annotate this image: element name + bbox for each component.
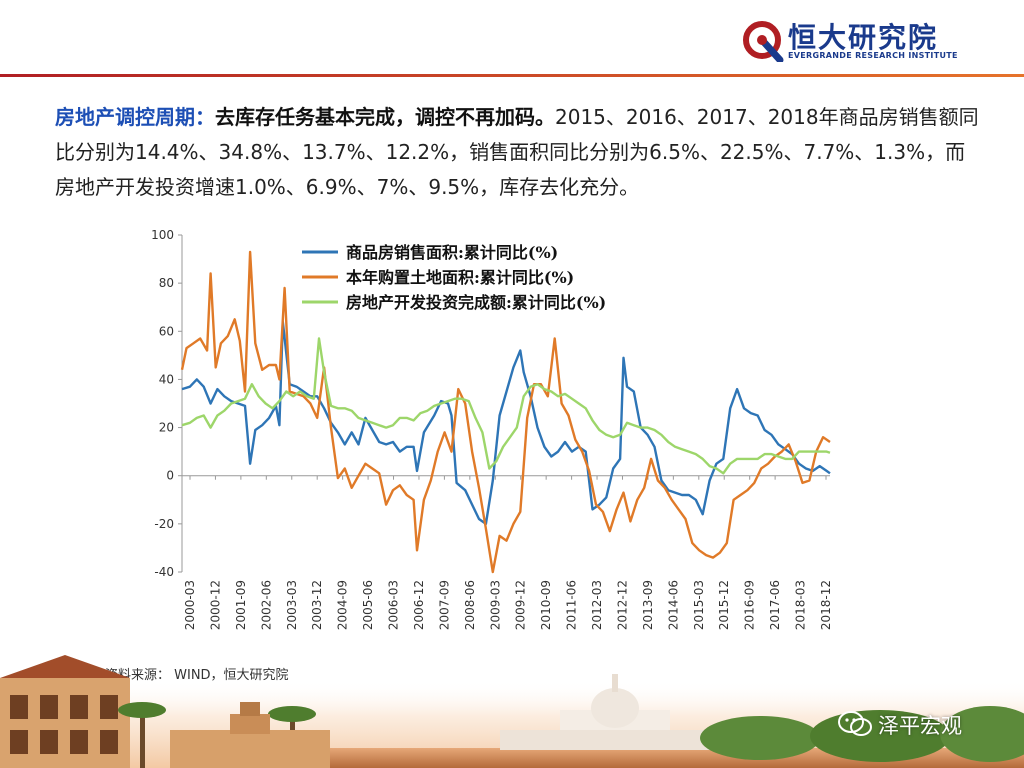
summary-paragraph: 房地产调控周期：去库存任务基本完成，调控不再加码。2015、2016、2017、… <box>55 100 985 205</box>
legend-label-0: 商品房销售面积:累计同比(%) <box>346 243 558 262</box>
paragraph-highlight: 房地产调控周期： <box>55 105 215 129</box>
header: 恒大研究院 EVERGRANDE RESEARCH INSTITUTE <box>0 0 1024 77</box>
x-tick-label: 2000-12 <box>208 580 222 630</box>
line-chart: -40 -20 0 20 40 60 80 100 2000-03 2000-12 2001-09 2… <box>151 228 833 630</box>
x-tick-label: 2016-09 <box>743 580 757 630</box>
x-tick-label: 2011-06 <box>565 580 579 630</box>
x-tick-label: 2001-09 <box>234 580 248 630</box>
x-tick-label: 2007-09 <box>437 580 451 630</box>
x-tick-label: 2006-03 <box>387 580 401 630</box>
legend-label-2: 房地产开发投资完成额:累计同比(%) <box>346 293 606 312</box>
x-tick-label: 2003-12 <box>310 580 324 630</box>
x-tick-label: 2005-06 <box>361 580 375 630</box>
chart-legend: 商品房销售面积:累计同比(%) 本年购置土地面积:累计同比(%) 房地产开发投资完成… <box>302 243 606 312</box>
y-tick-label: 100 <box>151 228 174 242</box>
paragraph-bold: 去库存任务基本完成，调控不再加码。 <box>215 105 555 129</box>
legend-label-1: 本年购置土地面积:累计同比(%) <box>346 268 574 287</box>
source-note: 资料来源： WIND，恒大研究院 <box>105 668 289 683</box>
series-line-2 <box>181 337 831 475</box>
paragraph-text: 2015、2016、2017、2018年商品房销售额同比分别为14.4%、34.… <box>55 105 979 199</box>
x-tick-label: 2000-03 <box>183 580 197 630</box>
x-tick-label: 2017-06 <box>768 580 782 630</box>
x-tick-label: 2003-03 <box>285 580 299 630</box>
series-line-1 <box>180 250 831 574</box>
wechat-icon <box>838 711 872 736</box>
header-divider <box>0 74 1024 77</box>
chart-axes: -40 -20 0 20 40 60 80 100 2000-03 2000-12 2001-09 2… <box>151 228 833 630</box>
x-tick-label: 2012-12 <box>615 580 629 630</box>
x-tick-label: 2013-09 <box>641 580 655 630</box>
x-tick-label: 2009-03 <box>488 580 502 630</box>
chart-lines <box>180 250 831 574</box>
x-tick-label: 2014-06 <box>666 580 680 630</box>
brand-subtitle: EVERGRANDE RESEARCH INSTITUTE <box>788 51 958 60</box>
footer-scenery-image <box>0 655 1024 768</box>
brand-logo: 恒大研究院 EVERGRANDE RESEARCH INSTITUTE <box>740 16 1010 66</box>
y-tick-label: -40 <box>154 565 174 579</box>
watermark: 泽平宏观 <box>838 708 1008 738</box>
watermark-text: 泽平宏观 <box>878 714 962 738</box>
x-tick-label: 2002-06 <box>259 580 273 630</box>
x-tick-label: 2008-06 <box>463 580 477 630</box>
evergrande-logo-icon <box>743 21 784 62</box>
y-tick-label: 0 <box>166 469 174 483</box>
y-tick-label: -20 <box>154 517 174 531</box>
y-tick-label: 40 <box>159 372 174 386</box>
y-tick-label: 20 <box>159 421 174 435</box>
x-tick-label: 2006-12 <box>412 580 426 630</box>
x-tick-label: 2015-12 <box>717 580 731 630</box>
y-tick-label: 60 <box>159 324 174 338</box>
x-tick-label: 2010-09 <box>539 580 553 630</box>
x-tick-label: 2015-03 <box>692 580 706 630</box>
series-line-0 <box>181 320 831 526</box>
x-tick-label: 2012-03 <box>590 580 604 630</box>
x-tick-label: 2018-03 <box>794 580 808 630</box>
x-tick-label: 2004-09 <box>336 580 350 630</box>
x-tick-label: 2018-12 <box>819 580 833 630</box>
y-tick-label: 80 <box>159 276 174 290</box>
brand-name: 恒大研究院 <box>788 21 939 54</box>
x-tick-label: 2009-12 <box>514 580 528 630</box>
